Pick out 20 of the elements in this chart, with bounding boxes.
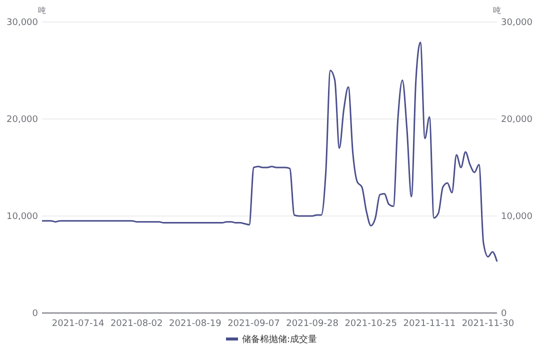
x-tick-label: 2021-09-07 <box>228 319 280 329</box>
y2-axis-title: 吨 <box>493 6 501 15</box>
x-tick-label: 2021-11-30 <box>462 319 514 329</box>
y-axis-title: 吨 <box>38 6 46 15</box>
x-tick-label: 2021-10-25 <box>344 319 398 329</box>
y-tick-label: 0 <box>32 309 38 320</box>
y2-tick-label: 10,000 <box>501 212 533 222</box>
y-tick-label: 30,000 <box>6 18 38 28</box>
x-tick-label: 2021-09-28 <box>286 319 339 329</box>
y2-tick-label: 0 <box>501 309 507 320</box>
y-tick-label: 10,000 <box>6 212 38 222</box>
x-tick-label: 2021-08-02 <box>110 319 163 329</box>
x-tick-label: 2021-07-14 <box>52 319 104 329</box>
x-tick-label: 2021-11-11 <box>403 319 456 329</box>
y2-tick-label: 30,000 <box>501 18 533 28</box>
y2-tick-label: 20,000 <box>501 115 533 126</box>
legend-label: 储备棉抛储:成交量 <box>242 334 318 346</box>
line-series <box>41 42 498 262</box>
x-tick-label: 2021-08-19 <box>169 319 222 329</box>
y-tick-label: 20,000 <box>6 115 38 126</box>
